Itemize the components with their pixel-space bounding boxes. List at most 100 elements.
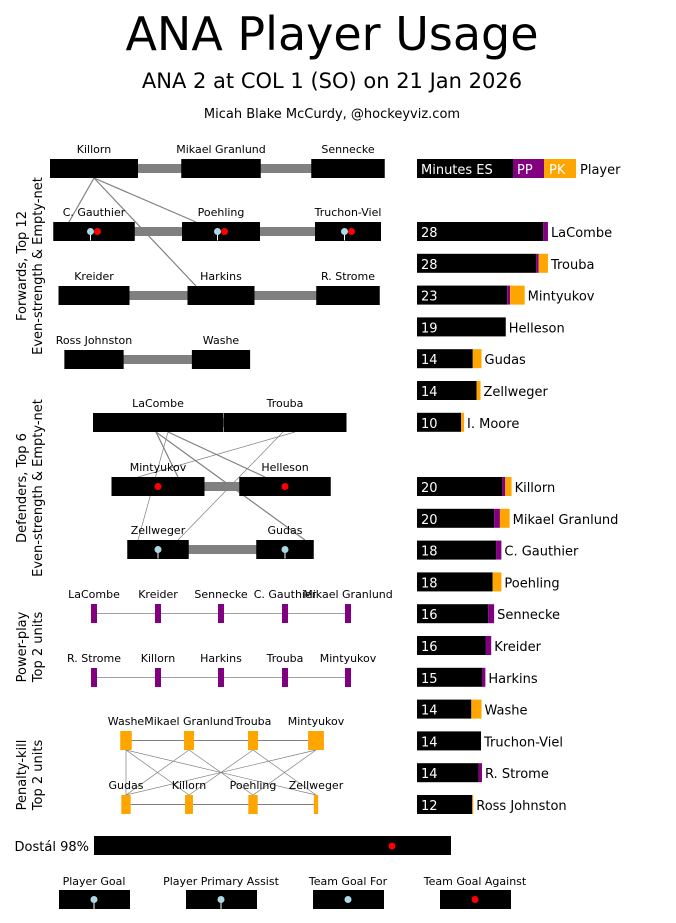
minutes-row-kreider: 16 Kreider bbox=[417, 636, 542, 655]
player-name: R. Strome bbox=[485, 767, 549, 782]
legend-es-swatch bbox=[417, 159, 513, 178]
es-bar bbox=[417, 540, 497, 560]
minutes-row-sennecke: 16 Sennecke bbox=[417, 604, 560, 624]
pp-bar bbox=[536, 253, 539, 273]
cross-link bbox=[68, 177, 95, 223]
section-label-powerplay-1: Power-play bbox=[15, 611, 30, 682]
section-label-penaltykill-2: Top 2 units bbox=[31, 740, 46, 812]
pk-bar bbox=[120, 731, 132, 750]
minutes-value: 12 bbox=[421, 799, 438, 814]
forward-label: Sennecke bbox=[321, 143, 374, 156]
forward-bars: Killorn Mikael Granlund Sennecke C. Gauthie… bbox=[50, 143, 385, 369]
forward-killorn: Killorn bbox=[50, 143, 138, 178]
pp-bar bbox=[91, 668, 97, 687]
goalie-row: Dostál 98% bbox=[15, 836, 451, 855]
pp-bar bbox=[218, 668, 224, 687]
minutes-value: 18 bbox=[421, 576, 438, 591]
pp-bar bbox=[282, 604, 288, 623]
pk-bar bbox=[308, 731, 324, 750]
pk-label: Mikael Granlund bbox=[144, 715, 234, 728]
forward-bar bbox=[50, 159, 138, 178]
forward-sennecke: Sennecke bbox=[311, 143, 385, 178]
pk-bar bbox=[248, 795, 258, 814]
pp-player-mikael-granlund: Mikael Granlund bbox=[303, 588, 393, 623]
pk-bar bbox=[472, 795, 474, 814]
minutes-value: 16 bbox=[421, 640, 438, 655]
cross-link bbox=[155, 431, 179, 478]
pk-bar bbox=[538, 253, 548, 273]
es-bar bbox=[417, 285, 508, 305]
pk-bar bbox=[476, 381, 481, 400]
minutes-row-trouba: 28 Trouba bbox=[417, 253, 594, 273]
minutes-value: 10 bbox=[421, 417, 438, 432]
defender-label: Trouba bbox=[266, 397, 304, 410]
pp-label: Harkins bbox=[200, 652, 242, 665]
pp-bar bbox=[218, 604, 224, 623]
cross-link bbox=[177, 431, 284, 541]
player-name: Harkins bbox=[488, 672, 537, 687]
es-bar bbox=[417, 477, 503, 496]
goal-for-dot bbox=[154, 546, 162, 553]
es-bar bbox=[417, 412, 462, 432]
legend-label: Team Goal Against bbox=[423, 875, 527, 888]
pk-bar bbox=[472, 349, 482, 369]
line-link bbox=[94, 164, 221, 173]
pp-bar bbox=[282, 668, 288, 687]
es-bar bbox=[417, 222, 544, 241]
player-name: LaCombe bbox=[551, 226, 612, 241]
pp-player-killorn: Killorn bbox=[141, 652, 175, 687]
forward-c-gauthier: C. Gauthier bbox=[53, 206, 135, 241]
player-name: C. Gauthier bbox=[504, 545, 579, 560]
minutes-row-killorn: 20 Killorn bbox=[417, 477, 555, 496]
pp-bar bbox=[502, 477, 506, 496]
pk-label: Mintyukov bbox=[288, 715, 345, 728]
pk-bar bbox=[471, 699, 482, 719]
pk-label: Zellweger bbox=[289, 779, 344, 792]
minutes-value: 14 bbox=[421, 767, 438, 782]
minutes-legend-header: Minutes ES PP PK Player bbox=[417, 159, 621, 178]
legend-pk-swatch bbox=[544, 159, 576, 178]
penaltykill-units: Washe Mikael Granlund Trouba Mintyukov Gudas… bbox=[108, 715, 345, 814]
pp-player-c-gauthier: C. Gauthier bbox=[254, 588, 317, 623]
minutes-row-mikael-granlund: 20 Mikael Granlund bbox=[417, 508, 618, 528]
player-name: Ross Johnston bbox=[476, 799, 566, 814]
forward-label: Truchon-Viel bbox=[314, 206, 382, 219]
event-legend: Player Goal Player Primary Assist Team Goa… bbox=[59, 875, 527, 909]
forward-links bbox=[68, 164, 348, 364]
pp-bar bbox=[478, 763, 482, 783]
pk-player-zellweger: Zellweger bbox=[289, 779, 344, 814]
pk-bar bbox=[499, 508, 510, 528]
player-name: Truchon-Viel bbox=[483, 735, 563, 750]
goal-for-dot bbox=[281, 546, 289, 553]
minutes-row-lacombe: 28 LaCombe bbox=[417, 222, 612, 241]
pp-bar bbox=[481, 667, 486, 687]
section-label-defenders-1: Defenders, Top 6 bbox=[15, 433, 30, 543]
pk-bar bbox=[121, 795, 131, 814]
defender-label: Helleson bbox=[261, 461, 308, 474]
minutes-value: 14 bbox=[421, 735, 438, 750]
minutes-value: 14 bbox=[421, 353, 438, 368]
pk-player-poehling: Poehling bbox=[230, 779, 276, 814]
pk-player-mikael-granlund: Mikael Granlund bbox=[144, 715, 234, 750]
cross-link bbox=[137, 431, 296, 478]
es-bar bbox=[417, 731, 482, 751]
pk-bar bbox=[461, 412, 465, 432]
pp-label: Mikael Granlund bbox=[303, 588, 393, 601]
defender-helleson: Helleson bbox=[239, 461, 331, 496]
goal-for-dot bbox=[87, 228, 94, 235]
pk-bar bbox=[505, 477, 512, 496]
es-bar bbox=[417, 795, 473, 814]
pk-player-killorn: Killorn bbox=[172, 779, 206, 814]
forward-bar bbox=[311, 159, 385, 178]
section-label-forwards-1: Forwards, Top 12 bbox=[15, 211, 30, 321]
pk-cross-link bbox=[125, 749, 317, 796]
minutes-row-c-gauthier: 18 C. Gauthier bbox=[417, 540, 579, 560]
pk-label: Washe bbox=[108, 715, 145, 728]
minutes-row-ross-johnston: 12 Ross Johnston bbox=[417, 795, 567, 814]
pp-label: Sennecke bbox=[194, 588, 247, 601]
forward-bar bbox=[187, 286, 255, 305]
es-bar bbox=[417, 508, 495, 528]
minutes-value: 28 bbox=[421, 226, 438, 241]
forward-bar bbox=[316, 286, 380, 305]
